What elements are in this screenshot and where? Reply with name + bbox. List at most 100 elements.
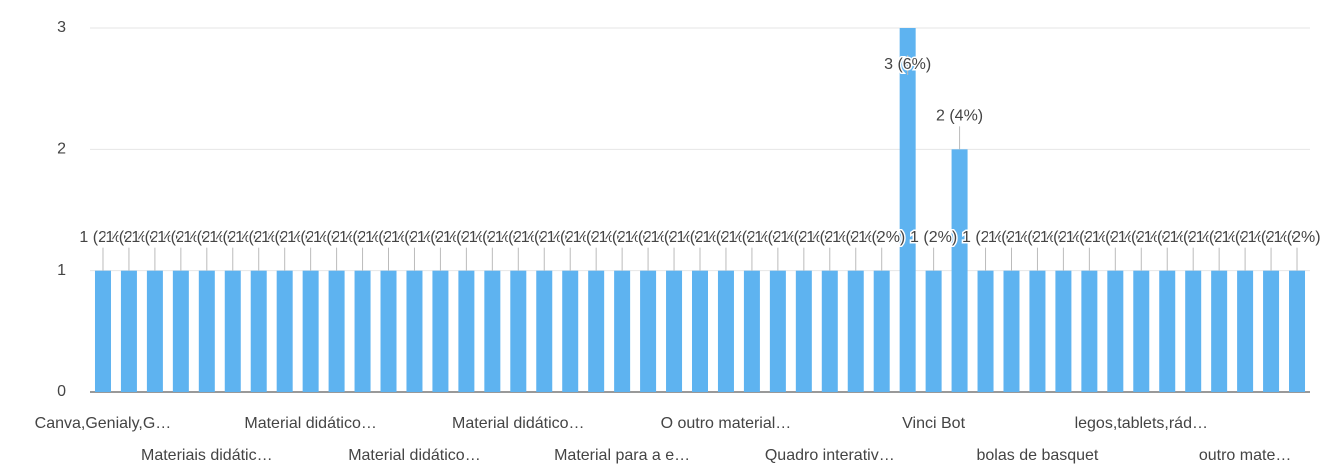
data-label: 1 (2%) (1092, 229, 1139, 246)
bar (1237, 270, 1254, 392)
bar (536, 270, 553, 392)
data-label: 1 (2%) (79, 229, 126, 246)
bar (640, 270, 657, 392)
data-label: 1 (2%) (391, 229, 438, 246)
data-label: 1 (2%) (547, 229, 594, 246)
bar (510, 270, 527, 392)
data-label: 1 (2%) (1248, 229, 1295, 246)
x-tick-label: Material didático… (244, 415, 377, 432)
bar (743, 270, 760, 392)
data-label: 1 (2%) (417, 229, 464, 246)
data-label: 1 (2%) (287, 229, 334, 246)
bar (380, 270, 397, 392)
bar (925, 270, 942, 392)
bar (1159, 270, 1176, 392)
bar (276, 270, 293, 392)
bar (198, 270, 215, 392)
bar (406, 270, 423, 392)
y-tick-label: 3 (57, 19, 66, 36)
bar (769, 270, 786, 392)
data-label: 1 (2%) (1014, 229, 1061, 246)
data-label: 1 (2%) (806, 229, 853, 246)
bar (1029, 270, 1046, 392)
bar (328, 270, 345, 392)
data-label: 1 (2%) (1066, 229, 1113, 246)
bar (1289, 270, 1306, 392)
bar (1133, 270, 1150, 392)
bar (224, 270, 241, 392)
x-tick-label: Quadro interativ… (765, 447, 895, 464)
data-label: 1 (2%) (625, 229, 672, 246)
bar (977, 270, 994, 392)
bar (873, 270, 890, 392)
bar (1081, 270, 1098, 392)
data-label: 1 (2%) (183, 229, 230, 246)
data-label: 1 (2%) (521, 229, 568, 246)
bar (1003, 270, 1020, 392)
data-label: 1 (2%) (962, 229, 1009, 246)
data-label: 1 (2%) (754, 229, 801, 246)
x-tick-label: Canva,Genialy,G… (35, 415, 172, 432)
data-label: 1 (2%) (209, 229, 256, 246)
bar (484, 270, 501, 392)
data-label: 1 (2%) (365, 229, 412, 246)
bar (562, 270, 579, 392)
data-label: 1 (2%) (780, 229, 827, 246)
data-label: 1 (2%) (1170, 229, 1217, 246)
bar (795, 270, 812, 392)
x-tick-label: Material didático… (452, 415, 585, 432)
data-label: 1 (2%) (339, 229, 386, 246)
y-tick-label: 2 (57, 141, 66, 158)
data-label: 1 (2%) (676, 229, 723, 246)
x-tick-label: Vinci Bot (902, 415, 965, 432)
bar (354, 270, 371, 392)
data-label: 1 (2%) (1196, 229, 1243, 246)
bar (666, 270, 683, 392)
data-label: 1 (2%) (728, 229, 775, 246)
bar (821, 270, 838, 392)
bar (1263, 270, 1280, 392)
bar (250, 270, 267, 392)
bar (588, 270, 605, 392)
x-tick-label: legos,tablets,rád… (1075, 415, 1208, 432)
bar (1055, 270, 1072, 392)
data-label: 1 (2%) (573, 229, 620, 246)
data-label: 1 (2%) (1040, 229, 1087, 246)
bar (146, 270, 163, 392)
data-label: 1 (2%) (131, 229, 178, 246)
bar (1211, 270, 1228, 392)
x-tick-label: Material para a e… (554, 447, 690, 464)
bar (1107, 270, 1124, 392)
bar (458, 270, 475, 392)
bar (717, 270, 734, 392)
bar (899, 28, 916, 392)
data-label: 1 (2%) (650, 229, 697, 246)
data-label: 1 (2%) (495, 229, 542, 246)
y-tick-label: 1 (57, 262, 66, 279)
data-label: 1 (2%) (469, 229, 516, 246)
data-label: 1 (2%) (313, 229, 360, 246)
x-tick-label: bolas de basquet (977, 447, 1099, 464)
data-label: 1 (2%) (1222, 229, 1269, 246)
y-tick-label: 0 (57, 383, 66, 400)
data-label: 3 (6%) (884, 56, 931, 73)
data-label: 1 (2%) (988, 229, 1035, 246)
bar (847, 270, 864, 392)
data-label: 1 (2%) (858, 229, 905, 246)
bar (1185, 270, 1202, 392)
x-tick-label: O outro material… (661, 415, 792, 432)
data-label: 1 (2%) (157, 229, 204, 246)
data-label: 1 (2%) (105, 229, 152, 246)
data-label: 1 (2%) (599, 229, 646, 246)
bar (951, 149, 968, 392)
bar (120, 270, 137, 392)
bar (692, 270, 708, 392)
data-label: 1 (2%) (1144, 229, 1191, 246)
bar (94, 270, 111, 392)
data-label: 1 (2%) (443, 229, 490, 246)
bar (432, 270, 449, 392)
x-tick-label: outro mate… (1199, 447, 1291, 464)
data-label: 2 (4%) (936, 108, 983, 125)
data-label: 1 (2%) (910, 229, 957, 246)
